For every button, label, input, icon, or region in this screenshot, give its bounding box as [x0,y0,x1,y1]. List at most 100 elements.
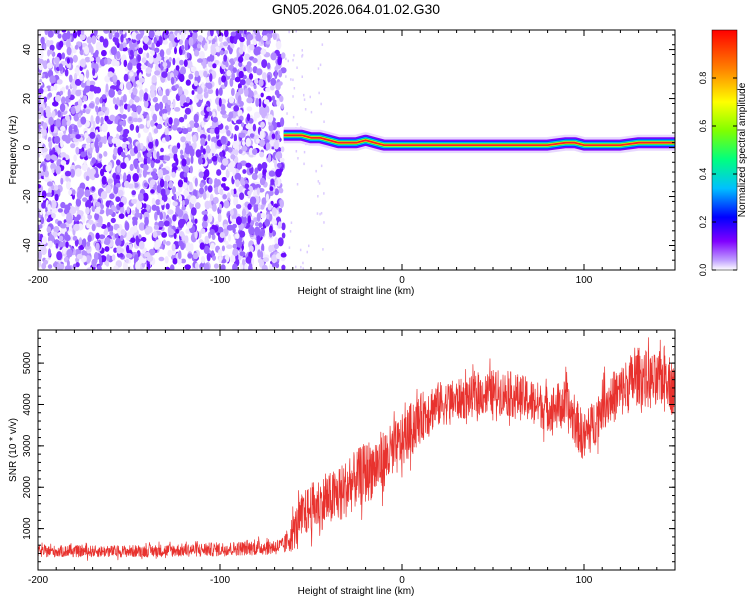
spectrogram-noise-speckle [261,162,268,170]
spectrogram-noise-speckle [152,149,157,159]
spectrogram-noise-speckle [310,110,313,114]
spectrogram-noise-speckle [129,49,134,56]
spectrogram-noise-speckle [260,92,264,98]
spectrogram-noise-speckle [155,239,161,249]
spectrogram-noise-speckle [191,90,195,95]
spectrogram-noise-speckle [315,169,317,173]
spectrogram-noise-speckle [238,87,244,95]
spectrogram-noise-speckle [162,169,170,175]
spectrogram-noise-speckle [161,231,168,238]
spectrogram-noise-speckle [78,237,83,246]
spectrogram-noise-speckle [320,102,322,106]
spectrogram-noise-speckle [157,193,162,200]
spectrogram-noise-speckle [65,85,69,90]
spectrogram-noise-speckle [204,200,211,210]
spectrogram-noise-speckle [172,57,176,66]
spectrogram-noise-speckle [182,182,188,190]
spectrogram-noise-speckle [132,117,139,123]
spectrogram-noise-speckle [184,235,189,243]
spectrogram-noise-speckle [242,259,246,266]
spectrogram-noise-speckle [162,95,168,104]
spectrogram-noise-speckle [274,188,280,196]
spectrogram-noise-speckle [235,179,240,188]
spectrogram-noise-speckle [129,123,135,131]
snr-series-line [38,337,675,561]
spectrogram-noise-speckle [102,135,107,145]
spectrogram-noise-speckle [95,41,102,52]
spectrogram-noise-speckle [260,48,267,55]
spectrogram-noise-speckle [140,64,147,70]
spectrogram-noise-speckle [59,40,64,48]
spectrogram-noise-speckle [98,234,106,239]
spectrogram-noise-speckle [131,199,138,204]
spectrogram-noise-speckle [304,108,307,111]
colorbar-ticks: 0.0 0.2 0.4 0.6 0.8 [698,72,737,276]
spectrogram-noise-speckle [274,160,278,169]
spectrogram-noise-speckle [196,43,201,49]
spectrogram-noise-speckle [198,50,205,61]
spectrogram-noise-speckle [183,102,190,107]
spectrogram-noise-speckle [238,47,244,55]
spectrogram-noise-speckle [61,32,69,41]
spectrogram-noise-speckle [88,90,94,101]
spectrogram-noise-speckle [243,30,247,35]
spectrogram-noise-speckle [228,111,234,119]
spectrogram-noise-speckle [165,30,169,36]
spectrogram-noise-speckle [186,52,190,59]
spectrogram-noise-speckle [253,111,261,119]
spectrogram-noise-speckle [242,44,246,52]
spectrogram-noise-speckle [138,255,143,265]
spectrogram-noise-speckle [158,89,163,97]
spectrogram-noise-speckle [270,178,275,186]
spectrogram-noise-speckle [72,189,76,196]
spectrogram-y-tick-label: -20 [22,189,33,204]
spectrogram-noise-speckle [273,243,279,250]
spectrogram-noise-speckle [196,93,203,100]
spectrogram-noise-speckle [115,97,120,106]
spectrogram-noise-speckle [276,134,281,140]
spectrogram-noise-speckle [50,200,57,209]
spectrogram-noise-speckle [235,60,239,69]
spectrogram-noise-speckle [181,158,187,167]
spectrogram-noise-speckle [193,122,200,128]
spectrogram-noise-speckle [60,139,64,148]
spectrogram-noise-speckle [180,149,184,155]
spectrogram-noise-speckle [211,233,216,240]
spectrogram-noise-speckle [40,171,45,176]
spectrogram-noise-speckle [117,90,122,96]
spectrogram-noise-speckle [109,230,114,237]
spectrogram-noise-speckle [66,180,71,190]
spectrogram-noise-speckle [154,211,158,221]
spectrogram-noise-speckle [89,57,95,62]
spectrogram-noise-speckle [189,165,193,174]
spectrogram-noise-speckle [301,49,303,52]
spectrogram-noise-speckle [168,42,173,50]
snr-ylabel: SNR (10 * v/v) [8,418,19,482]
spectrogram-noise-speckle [92,120,96,130]
spectrogram-noise-speckle [127,62,133,71]
spectrogram-noise-speckle [319,212,321,216]
spectrogram-noise-speckle [123,73,129,82]
spectrogram-noise-speckle [239,40,244,50]
spectrogram-noise-speckle [268,170,276,177]
spectrogram-noise-speckle [83,95,88,102]
spectrogram-noise-speckle [73,154,77,162]
spectrogram-noise-speckle [156,184,162,194]
spectrogram-noise-speckle [40,216,45,225]
spectrogram-noise-speckle [296,183,299,186]
spectrogram-noise-speckle [119,120,126,126]
snr-y-tick-label: 1000 [22,517,33,540]
spectrogram-noise-speckle [211,136,218,144]
spectrogram-noise-speckle [268,123,274,132]
spectrogram-noise-speckle [263,99,270,105]
spectrogram-noise-speckle [238,70,244,79]
spectrogram-noise-speckle [48,116,54,126]
spectrogram-noise-speckle [233,188,237,195]
spectrogram-noise-speckle [89,131,96,139]
spectrogram-noise-speckle [245,64,250,70]
spectrogram-noise-speckle [237,56,244,63]
spectrogram-noise-speckle [254,184,261,189]
spectrogram-noise-speckle [130,237,136,243]
spectrogram-noise-speckle [89,168,96,176]
spectrogram-noise-speckle [143,203,147,209]
